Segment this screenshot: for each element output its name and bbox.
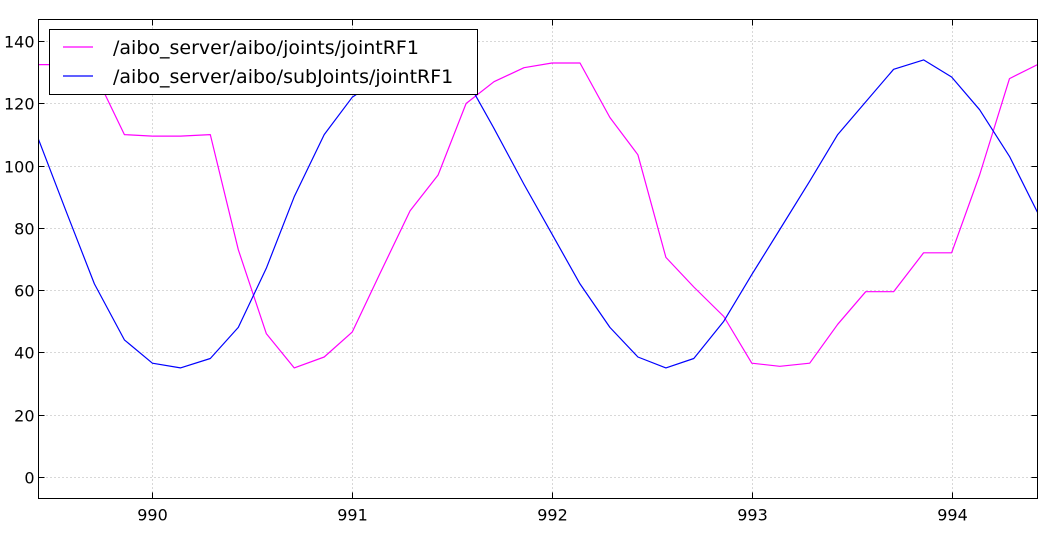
x-tick-label: 994: [937, 506, 968, 525]
x-tick-label: 993: [737, 506, 768, 525]
legend-label-2: /aibo_server/aibo/subJoints/jointRF1: [113, 66, 453, 88]
legend-box: [49, 29, 478, 95]
y-tick-label: 20: [14, 407, 34, 426]
x-tick-label: 991: [337, 506, 368, 525]
grid-lines: [38, 19, 1038, 499]
legend-label-1: /aibo_server/aibo/joints/jointRF1: [113, 37, 419, 59]
y-tick-label: 140: [4, 33, 35, 52]
series-layer: [38, 59, 1038, 369]
plot-area: [38, 19, 1038, 499]
x-tick-label: 990: [137, 506, 168, 525]
y-tick-label: 100: [4, 158, 35, 177]
plot-frame: [38, 19, 1038, 499]
legend: /aibo_server/aibo/joints/jointRF1/aibo_s…: [49, 29, 478, 95]
y-tick-label: 60: [14, 282, 34, 301]
y-tick-label: 80: [14, 220, 34, 239]
y-tick-label: 0: [24, 469, 34, 488]
series-line-2: [38, 59, 1038, 369]
y-tick-label: 40: [14, 344, 34, 363]
series-line-1: [38, 62, 1038, 369]
axis-ticks: 990 991 992 993 994 0 20 40 60 80 100 120 140: [4, 19, 1038, 525]
y-tick-label: 120: [4, 95, 35, 114]
x-tick-label: 992: [537, 506, 568, 525]
